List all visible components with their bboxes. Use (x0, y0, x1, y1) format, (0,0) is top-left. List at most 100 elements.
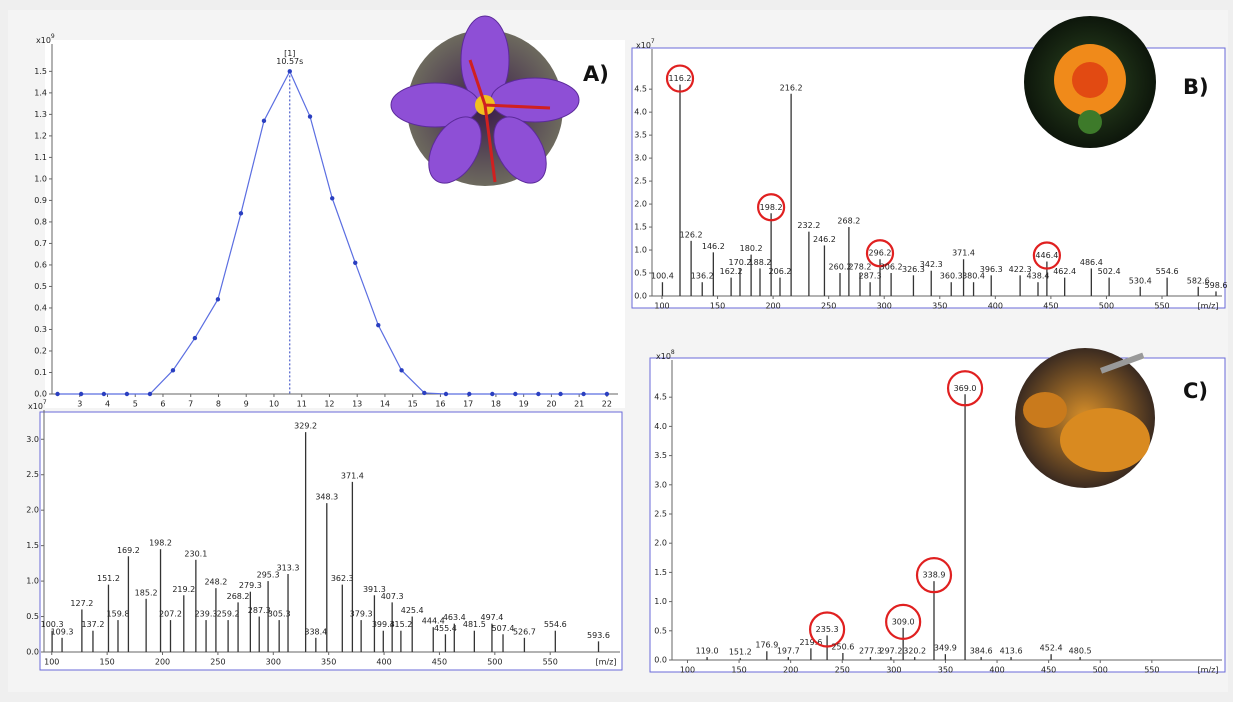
peak-label: 530.4 (1129, 276, 1152, 285)
point (513, 391, 518, 397)
y-tick-label: 1.3 (34, 110, 47, 119)
peak-label: 444.4 (422, 617, 445, 626)
peak-label: 198.2 (760, 203, 783, 212)
y-tick-label: 2.5 (634, 177, 647, 186)
highlight-circle (946, 370, 984, 407)
x-tick-label: 300 (266, 658, 281, 667)
peak-label: 219.2 (172, 585, 195, 594)
peak-label: 338.4 (304, 627, 327, 636)
peak-label: 582.6 (1187, 276, 1210, 285)
x-tick-label: 16 (435, 400, 445, 409)
y-unit-exponent: 8 (671, 349, 675, 356)
peak-label: 305.3 (268, 610, 291, 619)
y-tick-label: 1.0 (654, 597, 667, 606)
point (147, 391, 153, 397)
point (376, 322, 381, 328)
x-tick-label: 6 (160, 400, 165, 409)
chart-panel: 0.0 0.5 1.0 1.5 2.0 2.5 3.0 100 150 200 250 300 350 4… (26, 399, 623, 671)
x-tick-label: 250 (835, 666, 850, 675)
y-tick-label: 2.0 (654, 539, 667, 548)
y-unit-base: x10 (28, 402, 43, 411)
peak-label: 235.3 (816, 625, 839, 634)
highlight-circle (885, 603, 922, 640)
x-tick-label: 450 (1041, 666, 1056, 675)
peak-label: 268.2 (227, 592, 250, 601)
point (353, 260, 358, 265)
y-tick-label: 3.0 (654, 480, 667, 489)
peak-label: 497.4 (480, 613, 503, 622)
peak-label: 287.3 (248, 606, 271, 615)
panel-label: C) (1183, 379, 1208, 403)
x-tick-label: 250 (210, 658, 225, 667)
y-tick-label: 1.5 (26, 541, 39, 550)
y-tick-label: 0.0 (26, 648, 39, 657)
peak-label: 169.2 (117, 546, 140, 555)
y-tick-label: 0.0 (654, 656, 667, 665)
y-unit-base: x10 (36, 36, 51, 45)
peak-label: 296.2 (869, 249, 892, 258)
x-tick-label: 300 (886, 666, 901, 675)
highlight-circle (665, 64, 695, 93)
peak-label: 481.5 (463, 620, 486, 629)
peak-label: 180.2 (740, 244, 763, 253)
peak-label: 446.4 (1035, 251, 1058, 260)
peak-label: 188.2 (749, 258, 772, 267)
y-tick-label: 0.5 (34, 282, 47, 291)
x-tick-label: 9 (244, 400, 249, 409)
peak-label: 554.6 (1156, 267, 1179, 276)
y-tick-label: 3.0 (26, 435, 39, 444)
y-tick-label: 2.5 (654, 510, 667, 519)
y-tick-label: 4.5 (634, 85, 647, 94)
x-tick-label: 20 (546, 400, 556, 409)
peak-label: 259.2 (217, 610, 240, 619)
peak-label: 452.4 (1040, 644, 1063, 653)
point (490, 391, 495, 397)
y-tick-label: 2.0 (26, 506, 39, 515)
panel-label: B) (1183, 75, 1209, 99)
y-tick-label: 0.0 (34, 390, 47, 399)
peak-label: 313.3 (277, 564, 300, 573)
peak-label: 371.4 (341, 471, 364, 480)
y-unit: x107 (636, 38, 655, 50)
peak-label: 462.4 (1053, 267, 1076, 276)
peak-label: 127.2 (70, 599, 93, 608)
x-tick-label: 22 (602, 400, 612, 409)
y-tick-label: 1.4 (34, 88, 47, 97)
x-tick-label: 14 (380, 400, 390, 409)
photo-safflower (1024, 16, 1156, 148)
x-tick-label: 7 (188, 400, 193, 409)
peak-label: 384.6 (970, 647, 993, 656)
peak-label: 232.2 (797, 221, 820, 230)
y-tick-label: 1.0 (34, 174, 47, 183)
y-tick-label: 0.4 (34, 303, 47, 312)
x-tick-label: 450 (1043, 302, 1058, 311)
panel-frame (39, 411, 623, 671)
panel-label: A) (583, 62, 609, 86)
x-tick-label: 21 (574, 400, 584, 409)
photo-saffron (390, 15, 580, 186)
x-tick-label: 100 (44, 658, 59, 667)
y-tick-label: 0.7 (34, 239, 47, 248)
x-tick-label: 250 (821, 302, 836, 311)
y-tick-label: 3.0 (634, 154, 647, 163)
x-tick-label: 350 (932, 302, 947, 311)
peak-label: 206.2 (769, 267, 792, 276)
x-tick-label: 3 (77, 400, 82, 409)
point (581, 391, 586, 397)
peak-label: 360.3 (940, 272, 963, 281)
peak-label: 396.3 (980, 265, 1003, 274)
peak-label: 369.0 (954, 384, 977, 393)
point (307, 114, 313, 119)
x-tick-label: 300 (877, 302, 892, 311)
x-tick-label: 15 (408, 400, 418, 409)
peak-label: 151.2 (97, 574, 120, 583)
y-tick-label: 0.8 (34, 217, 47, 226)
peak-label: 422.3 (1009, 265, 1032, 274)
peak-label: 379.3 (350, 610, 373, 619)
x-tick-label: 150 (99, 658, 114, 667)
y-unit-base: x10 (636, 41, 651, 50)
point (215, 297, 221, 302)
y-tick-label: 0.9 (34, 196, 47, 205)
peak-label: 348.3 (315, 493, 338, 502)
x-tick-label: 400 (988, 302, 1003, 311)
